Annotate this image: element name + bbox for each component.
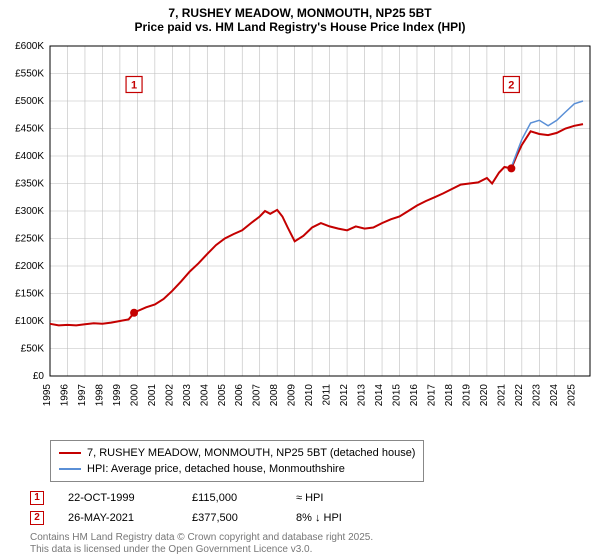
legend-item: HPI: Average price, detached house, Monm… <box>59 461 415 477</box>
marker-label-1: 1 <box>131 80 137 92</box>
svg-text:£200K: £200K <box>15 261 44 272</box>
transaction-date: 22-OCT-1999 <box>68 488 168 508</box>
svg-text:2019: 2019 <box>461 384 472 407</box>
title-subtitle: Price paid vs. HM Land Registry's House … <box>10 20 590 34</box>
transaction-price: £115,000 <box>192 488 272 508</box>
svg-text:£100K: £100K <box>15 316 44 327</box>
legend-swatch <box>59 452 81 454</box>
transaction-price: £377,500 <box>192 508 272 528</box>
footer-line2: This data is licensed under the Open Gov… <box>30 544 580 556</box>
svg-text:£500K: £500K <box>15 96 44 107</box>
transaction-marker: 2 <box>30 511 44 525</box>
svg-text:2005: 2005 <box>217 384 228 407</box>
svg-text:2006: 2006 <box>234 384 245 407</box>
svg-text:2021: 2021 <box>496 384 507 407</box>
svg-text:£400K: £400K <box>15 151 44 162</box>
transaction-marker: 1 <box>30 491 44 505</box>
marker-label-2: 2 <box>508 80 514 92</box>
svg-text:2023: 2023 <box>531 384 542 407</box>
transactions-table: 1 22-OCT-1999 £115,000 ≈ HPI 2 26-MAY-2021 £37… <box>30 488 580 528</box>
legend-label: HPI: Average price, detached house, Monm… <box>87 461 345 477</box>
transaction-vs-hpi: ≈ HPI <box>296 488 376 508</box>
svg-text:£550K: £550K <box>15 69 44 80</box>
svg-text:2012: 2012 <box>339 384 350 407</box>
svg-text:2017: 2017 <box>426 384 437 407</box>
svg-text:2010: 2010 <box>304 384 315 407</box>
svg-text:2009: 2009 <box>287 384 298 407</box>
svg-text:2014: 2014 <box>374 384 385 407</box>
svg-text:1996: 1996 <box>59 384 70 407</box>
svg-text:2000: 2000 <box>129 384 140 407</box>
svg-text:£150K: £150K <box>15 289 44 300</box>
svg-text:£300K: £300K <box>15 206 44 217</box>
chart-container: 7, RUSHEY MEADOW, MONMOUTH, NP25 5BT Pri… <box>0 0 600 560</box>
svg-text:£600K: £600K <box>15 41 44 52</box>
transaction-vs-hpi: 8% ↓ HPI <box>296 508 376 528</box>
svg-text:2022: 2022 <box>514 384 525 407</box>
svg-text:2002: 2002 <box>164 384 175 407</box>
svg-text:2008: 2008 <box>269 384 280 407</box>
svg-text:1999: 1999 <box>112 384 123 407</box>
svg-text:1998: 1998 <box>94 384 105 407</box>
svg-text:2015: 2015 <box>392 384 403 407</box>
svg-text:£450K: £450K <box>15 124 44 135</box>
svg-text:2003: 2003 <box>182 384 193 407</box>
marker-dot-2 <box>507 164 515 172</box>
transaction-row: 1 22-OCT-1999 £115,000 ≈ HPI <box>30 488 580 508</box>
svg-text:2013: 2013 <box>357 384 368 407</box>
svg-text:1997: 1997 <box>77 384 88 407</box>
svg-text:2001: 2001 <box>147 384 158 407</box>
chart-svg: £0 £50K £100K £150K £200K £250K £300K £350K £400… <box>0 36 600 436</box>
svg-text:£250K: £250K <box>15 234 44 245</box>
svg-text:£0: £0 <box>33 371 45 382</box>
svg-text:2004: 2004 <box>199 384 210 407</box>
svg-text:£350K: £350K <box>15 179 44 190</box>
footer-line1: Contains HM Land Registry data © Crown c… <box>30 532 580 544</box>
svg-text:2025: 2025 <box>566 384 577 407</box>
chart-area: £0 £50K £100K £150K £200K £250K £300K £350K £400… <box>0 36 600 436</box>
svg-text:1995: 1995 <box>42 384 53 407</box>
svg-text:2020: 2020 <box>479 384 490 407</box>
legend-swatch <box>59 468 81 470</box>
transaction-row: 2 26-MAY-2021 £377,500 8% ↓ HPI <box>30 508 580 528</box>
series-subject <box>50 124 583 325</box>
svg-text:2011: 2011 <box>322 384 333 406</box>
title-address: 7, RUSHEY MEADOW, MONMOUTH, NP25 5BT <box>10 6 590 20</box>
footer-attribution: Contains HM Land Registry data © Crown c… <box>30 532 580 556</box>
svg-text:2007: 2007 <box>252 384 263 407</box>
svg-text:£50K: £50K <box>21 344 45 355</box>
svg-text:2024: 2024 <box>549 384 560 407</box>
transaction-date: 26-MAY-2021 <box>68 508 168 528</box>
marker-dot-1 <box>130 309 138 317</box>
legend: 7, RUSHEY MEADOW, MONMOUTH, NP25 5BT (de… <box>50 440 424 482</box>
title-block: 7, RUSHEY MEADOW, MONMOUTH, NP25 5BT Pri… <box>0 0 600 36</box>
legend-label: 7, RUSHEY MEADOW, MONMOUTH, NP25 5BT (de… <box>87 445 415 461</box>
svg-text:2018: 2018 <box>444 384 455 407</box>
svg-text:2016: 2016 <box>409 384 420 407</box>
legend-item: 7, RUSHEY MEADOW, MONMOUTH, NP25 5BT (de… <box>59 445 415 461</box>
